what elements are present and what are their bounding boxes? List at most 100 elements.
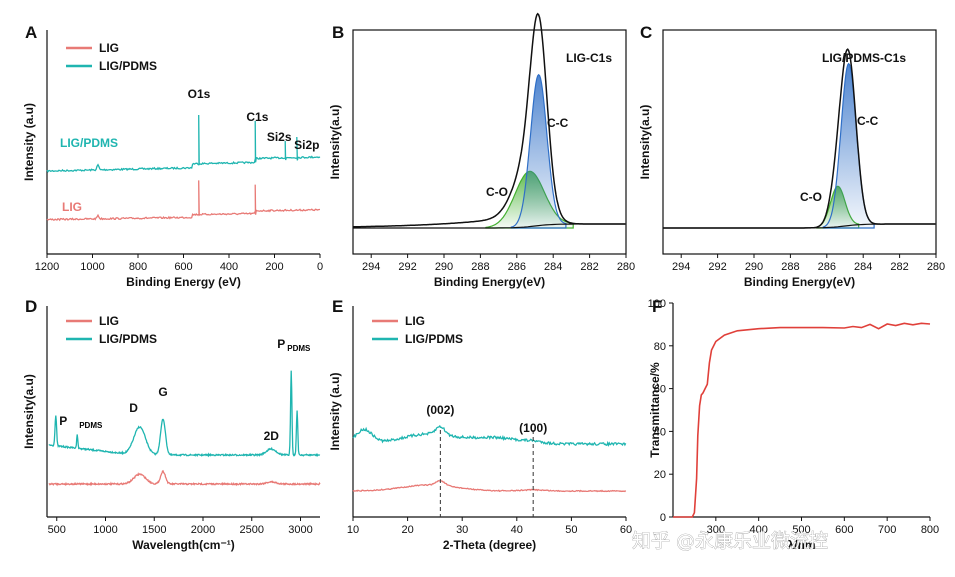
x-tick-label: 2500 bbox=[240, 524, 264, 536]
x-tick-label: 40 bbox=[511, 524, 523, 536]
x-tick-label: 282 bbox=[580, 261, 598, 273]
panel-E: E 10 20 30 40 50 60 2-Theta (degree) Intensity (… bbox=[328, 297, 632, 552]
peak-label-c1s: C1s bbox=[246, 110, 268, 124]
x-tick-label: 280 bbox=[927, 261, 945, 273]
background-line bbox=[353, 223, 626, 229]
peak-label: (100) bbox=[519, 421, 547, 435]
x-tick-label: 500 bbox=[48, 524, 66, 536]
x-axis-label: Binding Energy(eV) bbox=[744, 275, 855, 289]
x-tick-label: 600 bbox=[835, 524, 853, 536]
y-axis-label: Intensity (a.u) bbox=[328, 372, 342, 450]
x-tick-label: 290 bbox=[435, 261, 453, 273]
plot-frame bbox=[662, 29, 937, 255]
series-line-lig bbox=[352, 479, 627, 493]
x-tick-label: 50 bbox=[565, 524, 577, 536]
legend-label: LIG/PDMS bbox=[99, 59, 157, 73]
x-tick-label: 500 bbox=[792, 524, 810, 536]
peak-label-p-pdms-low-sub: PDMS bbox=[79, 421, 103, 430]
panel-D: D 500 1000 1500 2000 2500 3000 Wavelength(cm⁻¹)… bbox=[22, 297, 321, 552]
component-label-c-c: C-C bbox=[547, 116, 569, 130]
component-label-c-o: C-O bbox=[800, 190, 822, 204]
x-tick-label: 288 bbox=[781, 261, 799, 273]
series-line-transmittance bbox=[673, 322, 931, 518]
peak-label-si2s: Si2s bbox=[267, 130, 292, 144]
x-axis-label: Binding Energy (eV) bbox=[126, 275, 241, 289]
y-tick-label: 0 bbox=[660, 512, 666, 524]
component-fill-c-c bbox=[510, 73, 567, 229]
x-tick-label: 1000 bbox=[93, 524, 117, 536]
peak-label-p-pdms-high: P bbox=[277, 337, 285, 351]
x-tick-label: 286 bbox=[818, 261, 836, 273]
peak-label: (002) bbox=[426, 403, 454, 417]
peak-label-o1s: O1s bbox=[188, 87, 211, 101]
y-axis-label: Intensity(a.u) bbox=[328, 105, 342, 180]
x-tick-label: 280 bbox=[617, 261, 635, 273]
peak-label-g: G bbox=[158, 385, 167, 399]
component-label-c-c: C-C bbox=[857, 114, 879, 128]
component-label-c-o: C-O bbox=[486, 185, 508, 199]
series-label-lig-pdms: LIG/PDMS bbox=[60, 136, 118, 150]
series-line-lig-pdms bbox=[46, 114, 321, 173]
legend-label: LIG bbox=[405, 314, 425, 328]
y-tick-label: 20 bbox=[654, 469, 666, 481]
series-line-lig-pdms bbox=[352, 424, 627, 447]
x-tick-label: 2000 bbox=[191, 524, 215, 536]
panel-C: C 294 292 290 288 286 284 282 280 Binding Energy(… bbox=[638, 23, 945, 289]
x-tick-label: 0 bbox=[317, 261, 323, 273]
x-axis-label: Wavelength(cm⁻¹) bbox=[132, 538, 235, 552]
panel-label-D: D bbox=[25, 297, 37, 316]
x-tick-label: 1000 bbox=[80, 261, 104, 273]
peak-label-p-pdms-high-sub: PDMS bbox=[287, 344, 311, 353]
y-tick-label: 60 bbox=[654, 384, 666, 396]
background-line bbox=[663, 223, 936, 229]
x-tick-label: 20 bbox=[401, 524, 413, 536]
panel-F: F 300 400 500 600 700 800 λ/nm Transmittance/% 0 2… bbox=[648, 297, 940, 552]
x-tick-label: 400 bbox=[220, 261, 238, 273]
x-tick-label: 290 bbox=[745, 261, 763, 273]
x-tick-label: 3000 bbox=[288, 524, 312, 536]
peak-label-d: D bbox=[129, 401, 138, 415]
legend-label: LIG/PDMS bbox=[99, 332, 157, 346]
x-tick-label: 284 bbox=[854, 261, 872, 273]
x-tick-label: 30 bbox=[456, 524, 468, 536]
peak-label-si2p: Si2p bbox=[294, 138, 319, 152]
x-tick-label: 800 bbox=[129, 261, 147, 273]
x-tick-label: 284 bbox=[544, 261, 562, 273]
panel-label-B: B bbox=[332, 23, 344, 42]
x-tick-label: 300 bbox=[707, 524, 725, 536]
x-tick-label: 800 bbox=[921, 524, 939, 536]
legend-label: LIG bbox=[99, 41, 119, 55]
x-tick-label: 400 bbox=[749, 524, 767, 536]
series-line-lig bbox=[46, 180, 320, 222]
y-tick-label: 100 bbox=[648, 298, 666, 310]
y-tick-label: 40 bbox=[654, 426, 666, 438]
y-axis-label: Transmittance/% bbox=[648, 362, 662, 458]
x-tick-label: 292 bbox=[398, 261, 416, 273]
x-tick-label: 700 bbox=[878, 524, 896, 536]
watermark-text: 知乎 @永康乐业微流控 bbox=[632, 530, 828, 552]
x-tick-label: 600 bbox=[174, 261, 192, 273]
x-tick-label: 282 bbox=[890, 261, 908, 273]
peak-label-p-pdms-low: P bbox=[59, 414, 67, 428]
panel-title: LIG/PDMS-C1s bbox=[822, 51, 906, 65]
panel-title: LIG-C1s bbox=[566, 51, 612, 65]
y-axis-label: Intensity(a.u) bbox=[22, 374, 36, 449]
x-tick-label: 294 bbox=[362, 261, 380, 273]
panel-B: B 294 292 290 288 286 284 282 280 Binding Energy(… bbox=[328, 12, 635, 289]
x-axis-label: 2-Theta (degree) bbox=[443, 538, 536, 552]
x-tick-label: 60 bbox=[620, 524, 632, 536]
series-label-lig: LIG bbox=[62, 200, 82, 214]
x-tick-label: 10 bbox=[347, 524, 359, 536]
x-axis-label: Binding Energy(eV) bbox=[434, 275, 545, 289]
series-line-lig-pdms bbox=[48, 370, 321, 458]
panel-label-C: C bbox=[640, 23, 652, 42]
peak-label-2d: 2D bbox=[264, 429, 280, 443]
panel-label-F: F bbox=[652, 297, 662, 316]
panel-label-E: E bbox=[332, 297, 343, 316]
legend-label: LIG bbox=[99, 314, 119, 328]
x-axis-label: λ/nm bbox=[787, 538, 815, 552]
panel-label-A: A bbox=[25, 23, 37, 42]
y-tick-label: 80 bbox=[654, 341, 666, 353]
plot-frame bbox=[352, 29, 627, 255]
